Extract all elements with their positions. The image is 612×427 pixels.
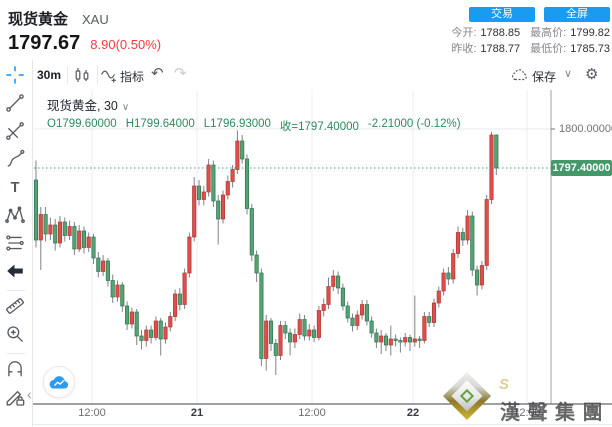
symbol-name: 现货黄金 [8,11,69,28]
last-price: 1797.67 [8,32,81,54]
prev-close-label: 昨收: [451,43,477,55]
brush-icon [5,149,25,173]
gear-icon[interactable]: ⚙ [585,66,599,83]
time-axis-label: 22 [406,407,420,419]
low-value: 1785.73 [570,43,610,55]
drawing-toolbar: T [0,60,33,427]
time-axis-label: 12:00 [298,407,326,419]
price-row: 1797.67 8.90(0.50%) [8,32,161,55]
open-label: 今开: [451,27,477,39]
chevron-down-icon[interactable]: ∨ [121,102,130,113]
daily-stats: 今开: 1788.85 最高价: 1799.82 昨收: 1788.77 最低价: 1785… [441,25,610,57]
chart-legend: 现货黄金, 30 ∨ O1799.60000 H1799.64000 L1796.… [47,95,461,134]
collapse-toolbar-icon[interactable]: ‹ [27,386,32,402]
forecast-icon [5,235,25,257]
arrow-marker-tool[interactable] [5,261,27,283]
measure-tool[interactable] [5,296,27,318]
legend-title: 现货黄金, 30 ∨ [47,95,461,114]
legend-open: O1799.60000 [47,118,117,130]
chevron-down-icon[interactable]: ∨ [564,68,573,80]
gann-fib-tool[interactable] [5,121,27,143]
stats-row-1: 今开: 1788.85 最高价: 1799.82 [441,25,610,41]
crosshair-tool[interactable] [5,65,27,87]
legend-change: -2.21000 (-0.12%) [367,118,461,130]
high-label: 最高价: [530,27,567,39]
undo-icon[interactable]: ↶ [151,65,164,82]
cloud-chart-icon [49,376,69,389]
toolbar-divider [7,290,25,291]
toolbar-separator [67,66,68,84]
legend-high: H1799.64000 [125,118,195,130]
high-value: 1799.82 [570,27,610,39]
xabcd-pattern-tool[interactable] [5,205,27,227]
svg-text:T: T [11,180,20,196]
fullscreen-button[interactable]: 全屏 [544,7,610,22]
trade-button[interactable]: 交易 [469,7,535,22]
draw-lock-icon [5,390,25,411]
last-price-badge: 1797.40000 [551,160,612,176]
open-value: 1788.85 [480,27,521,39]
toolbar-divider [7,353,25,354]
toolbar-separator [97,66,98,84]
magnet-tool[interactable] [5,359,27,381]
zoom-in-tool[interactable] [5,324,27,346]
xabcd-icon [5,206,25,229]
candle-style-icon[interactable] [73,66,93,86]
price-axis-label: 1800.00000 [559,123,612,135]
crosshair-icon [5,66,25,89]
legend-symbol: 现货黄金, [47,99,101,113]
redo-icon[interactable]: ↷ [174,65,187,82]
magnet-icon [5,361,25,383]
trend-line-icon [5,94,25,117]
cloud-save-icon[interactable] [510,66,530,86]
time-axis-label: 12:00 [78,407,106,419]
text-tool[interactable]: T [5,177,27,199]
legend-ohlc: O1799.60000 H1799.64000 L1796.93000 收=17… [47,118,461,134]
chart-snapshot-button[interactable] [43,366,75,398]
text-icon: T [5,180,25,201]
bottom-divider [0,424,612,425]
prev-close-value: 1788.77 [480,43,521,55]
indicators-button[interactable]: 指标 [120,70,145,84]
symbol-code: XAU [82,12,109,27]
drawing-lock-tool[interactable] [5,387,27,409]
legend-interval[interactable]: 30 [103,99,118,113]
time-axis-label: 12:00 [513,407,541,419]
gann-fib-icon [5,122,25,145]
time-axis-label: 21 [190,407,204,419]
brush-tool[interactable] [5,149,27,171]
legend-close: 收=1797.40000 [279,121,359,133]
trend-line-tool[interactable] [5,93,27,115]
low-label: 最低价: [530,43,567,55]
forecast-tool[interactable] [5,233,27,255]
save-button[interactable]: 保存 [532,70,557,84]
stats-row-2: 昨收: 1788.77 最低价: 1785.73 [441,41,610,57]
price-change: 8.90(0.50%) [90,37,162,52]
zoom-in-icon [5,326,25,348]
ruler-icon [5,298,25,320]
indicator-icon[interactable] [100,66,120,86]
symbol-header: 现货黄金 XAU [8,8,109,29]
arrow-left-icon [5,264,25,285]
interval-button[interactable]: 30m [37,68,62,82]
legend-low: L1796.93000 [203,118,271,130]
